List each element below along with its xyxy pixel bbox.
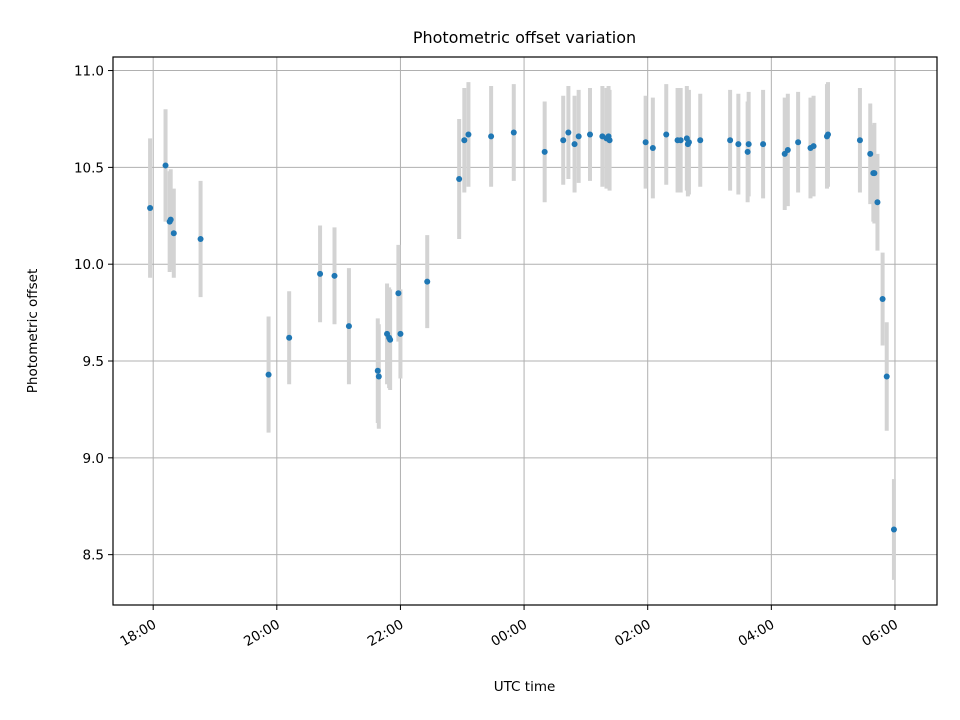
data-point bbox=[685, 139, 692, 146]
data-point bbox=[488, 133, 495, 140]
data-point bbox=[565, 129, 572, 136]
data-point bbox=[663, 131, 670, 138]
data-point bbox=[395, 290, 402, 297]
y-axis-label: Photometric offset bbox=[25, 269, 41, 393]
data-point bbox=[727, 137, 734, 144]
data-point bbox=[745, 141, 752, 148]
data-points bbox=[147, 129, 897, 533]
data-point bbox=[856, 137, 863, 144]
data-point bbox=[784, 146, 791, 153]
data-point bbox=[571, 141, 578, 148]
data-point bbox=[345, 323, 352, 330]
data-point bbox=[871, 170, 878, 177]
data-point bbox=[375, 373, 382, 380]
data-point bbox=[510, 129, 517, 136]
y-axis-ticks: 8.5 9.0 9.5 10.0 10.5 11.0 bbox=[74, 64, 113, 564]
data-point bbox=[331, 272, 338, 279]
x-tick-label: 00:00 bbox=[488, 617, 530, 650]
data-point bbox=[677, 137, 684, 144]
data-point bbox=[461, 137, 468, 144]
data-point bbox=[387, 336, 394, 343]
data-point bbox=[735, 141, 742, 148]
data-point bbox=[824, 131, 831, 138]
x-tick-label: 02:00 bbox=[612, 617, 654, 650]
data-point bbox=[575, 133, 582, 140]
data-point bbox=[465, 131, 472, 138]
data-point bbox=[286, 334, 293, 341]
data-point bbox=[162, 162, 169, 169]
data-point bbox=[642, 139, 649, 146]
data-point bbox=[317, 270, 324, 277]
data-point bbox=[879, 296, 886, 303]
data-point bbox=[147, 205, 154, 212]
data-point bbox=[649, 145, 656, 152]
data-point bbox=[170, 230, 177, 237]
data-point bbox=[560, 137, 567, 144]
x-tick-label: 04:00 bbox=[736, 617, 778, 650]
data-point bbox=[874, 199, 881, 206]
y-tick-label: 10.0 bbox=[74, 257, 104, 273]
data-point bbox=[265, 371, 272, 378]
data-point bbox=[397, 330, 404, 337]
data-point bbox=[810, 143, 817, 150]
y-tick-label: 10.5 bbox=[74, 160, 104, 176]
y-tick-label: 9.5 bbox=[83, 354, 104, 370]
y-tick-label: 11.0 bbox=[74, 64, 104, 80]
data-point bbox=[744, 148, 751, 155]
y-tick-label: 9.0 bbox=[83, 451, 104, 467]
data-point bbox=[867, 150, 874, 157]
data-point bbox=[167, 216, 174, 223]
data-point bbox=[795, 139, 802, 146]
x-tick-label: 06:00 bbox=[859, 617, 901, 650]
data-point bbox=[883, 373, 890, 380]
x-tick-label: 22:00 bbox=[365, 617, 407, 650]
data-point bbox=[374, 367, 381, 374]
plot-frame bbox=[112, 56, 938, 606]
error-bars bbox=[148, 82, 896, 580]
data-point bbox=[587, 131, 594, 138]
data-point bbox=[697, 137, 704, 144]
x-axis-ticks: 18:00 20:00 22:00 00:00 02:00 04:00 06:00 bbox=[117, 605, 901, 650]
x-axis-label: UTC time bbox=[494, 679, 556, 695]
data-point bbox=[760, 141, 767, 148]
x-tick-label: 20:00 bbox=[241, 617, 283, 650]
data-point bbox=[890, 526, 897, 533]
x-tick-label: 18:00 bbox=[117, 617, 159, 650]
chart-title: Photometric offset variation bbox=[413, 28, 636, 47]
data-point bbox=[541, 148, 548, 155]
y-tick-label: 8.5 bbox=[83, 548, 104, 564]
data-point bbox=[424, 278, 431, 285]
data-point bbox=[606, 137, 613, 144]
data-point bbox=[456, 175, 463, 182]
data-point bbox=[197, 236, 204, 243]
